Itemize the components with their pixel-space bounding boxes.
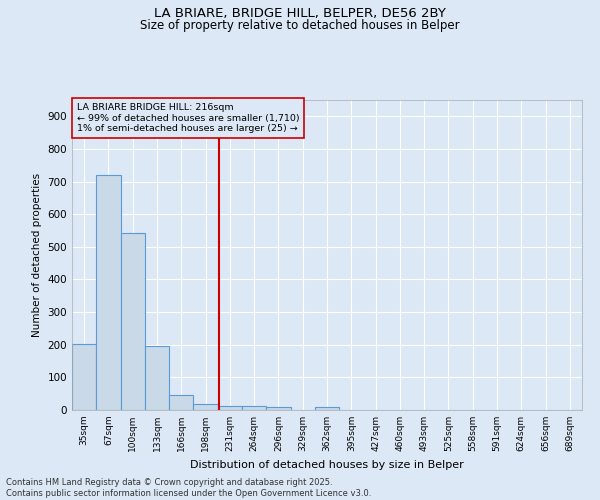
- Text: Contains HM Land Registry data © Crown copyright and database right 2025.
Contai: Contains HM Land Registry data © Crown c…: [6, 478, 371, 498]
- Y-axis label: Number of detached properties: Number of detached properties: [32, 173, 42, 337]
- Text: LA BRIARE, BRIDGE HILL, BELPER, DE56 2BY: LA BRIARE, BRIDGE HILL, BELPER, DE56 2BY: [154, 8, 446, 20]
- Bar: [121, 233, 145, 410]
- Bar: [242, 406, 266, 410]
- Bar: [96, 175, 121, 410]
- Bar: [193, 404, 218, 410]
- Bar: [145, 346, 169, 410]
- Bar: [315, 408, 339, 410]
- Bar: [266, 408, 290, 410]
- Bar: [72, 344, 96, 410]
- Bar: [169, 395, 193, 410]
- Text: Size of property relative to detached houses in Belper: Size of property relative to detached ho…: [140, 18, 460, 32]
- Text: LA BRIARE BRIDGE HILL: 216sqm
← 99% of detached houses are smaller (1,710)
1% of: LA BRIARE BRIDGE HILL: 216sqm ← 99% of d…: [77, 103, 300, 133]
- Bar: [218, 406, 242, 410]
- X-axis label: Distribution of detached houses by size in Belper: Distribution of detached houses by size …: [190, 460, 464, 469]
